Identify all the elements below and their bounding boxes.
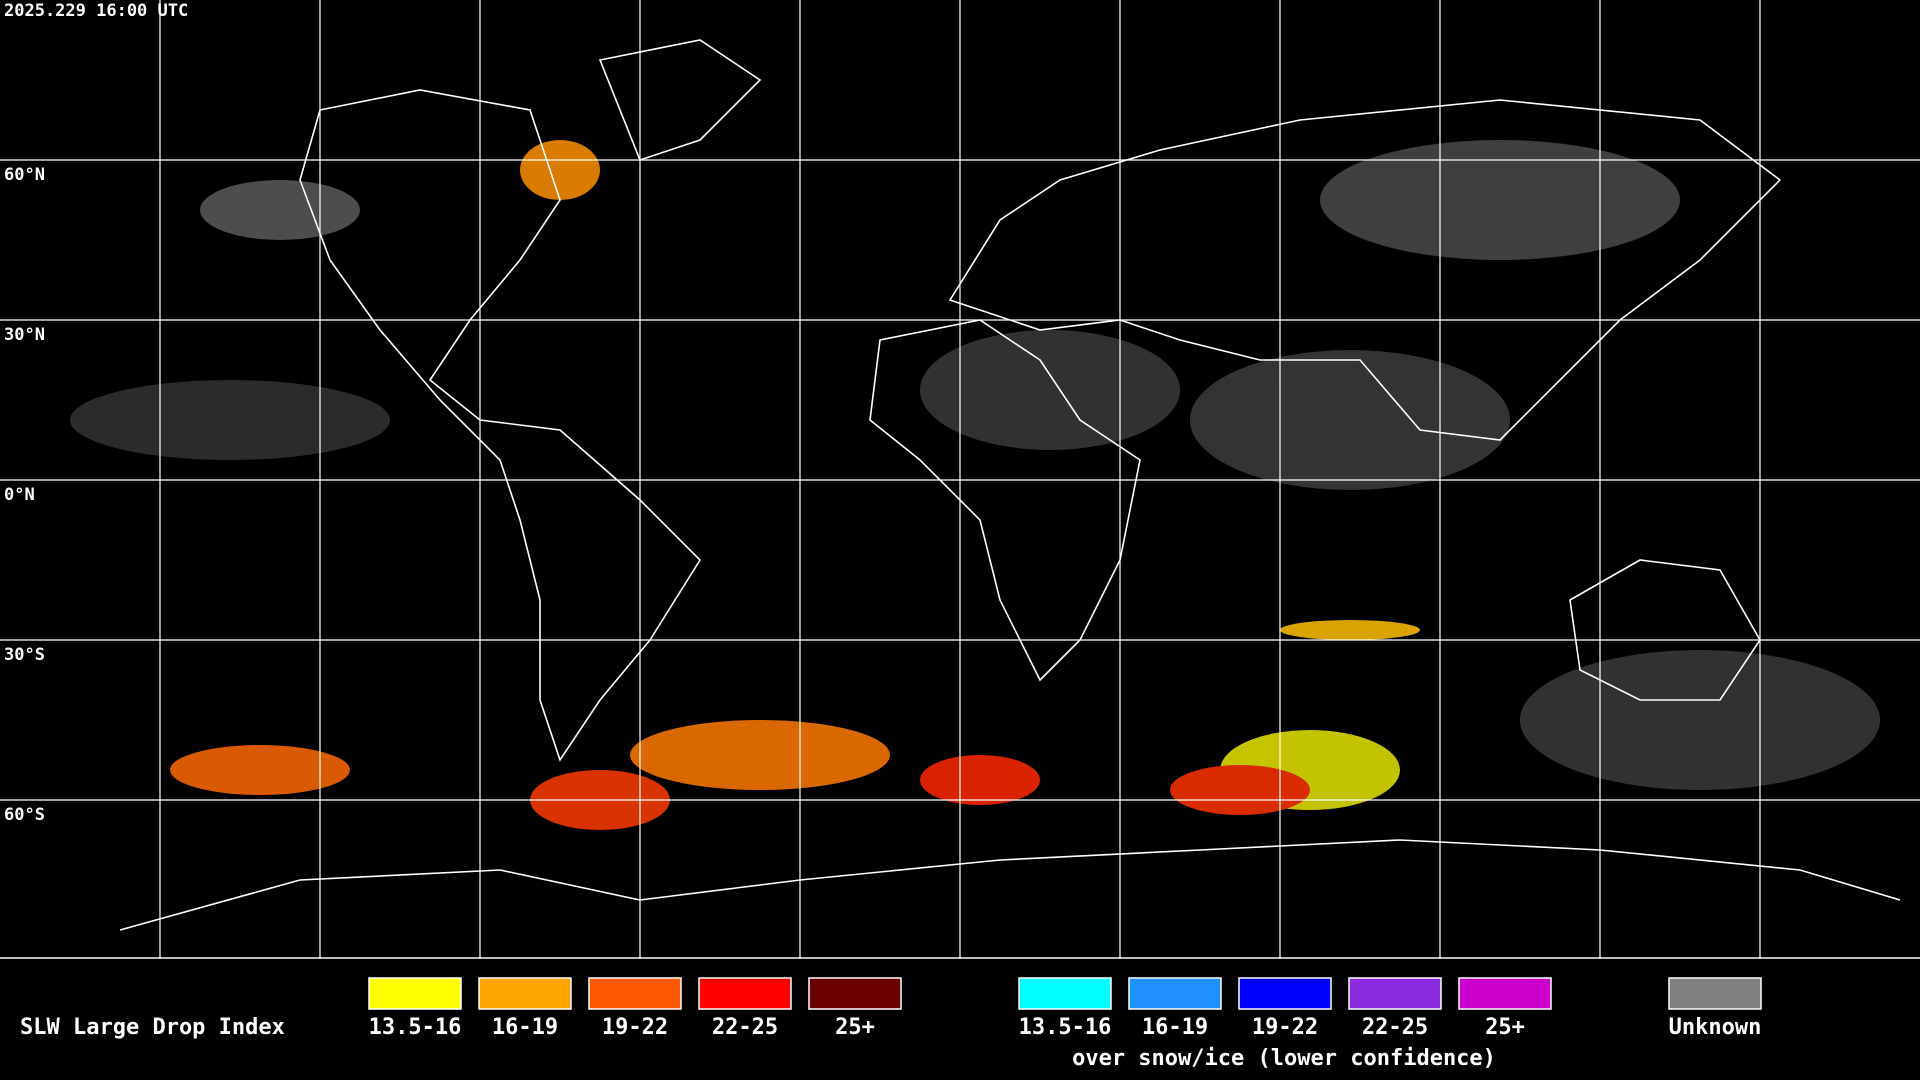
legend-label: 13.5-16 [1019,1015,1112,1040]
legend-swatch [808,977,902,1010]
latitude-label: 30°S [4,645,45,665]
legend-swatch [1458,977,1552,1010]
latitude-label: 30°N [4,325,45,345]
legend-swatch [698,977,792,1010]
legend-label: 22-25 [1362,1015,1428,1040]
legend-swatch [368,977,462,1010]
legend-swatch [1018,977,1112,1010]
legend-swatch [1128,977,1222,1010]
timestamp: 2025.229 16:00 UTC [4,1,188,21]
legend-swatch [1348,977,1442,1010]
cloud-field [70,140,1880,830]
legend-swatch [1238,977,1332,1010]
legend-label: 13.5-16 [369,1015,462,1040]
legend-label: 22-25 [712,1015,778,1040]
legend-label: 25+ [835,1015,875,1040]
legend-swatch [1668,977,1762,1010]
legend-title: SLW Large Drop Index [20,1015,285,1040]
legend-label: Unknown [1669,1015,1762,1040]
legend-swatch [478,977,572,1010]
legend-label: 19-22 [602,1015,668,1040]
legend-label: 16-19 [1142,1015,1208,1040]
latitude-label: 60°N [4,165,45,185]
legend-label: 19-22 [1252,1015,1318,1040]
legend-label: 16-19 [492,1015,558,1040]
graticule [0,0,1920,958]
latitude-label: 0°N [4,485,35,505]
legend-label: 25+ [1485,1015,1525,1040]
latitude-label: 60°S [4,805,45,825]
snow-ice-note: over snow/ice (lower confidence) [1072,1046,1496,1071]
legend-swatch [588,977,682,1010]
